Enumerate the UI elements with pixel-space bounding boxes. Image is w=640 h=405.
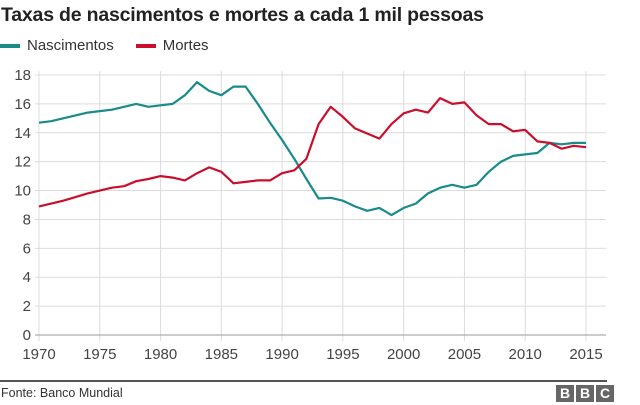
legend-item-births: Nascimentos	[0, 37, 114, 54]
bbc-logo-letter: B	[556, 385, 574, 402]
gridlines	[35, 71, 606, 341]
x-tick-label: 1995	[326, 346, 359, 363]
y-tick-label: 6	[23, 240, 31, 257]
legend-label-births: Nascimentos	[27, 37, 114, 54]
line-chart: 0 2 4 6 8 10 12 14 16 18 1970 1975 1980 1985 1990 1995 2…	[14, 67, 606, 363]
x-tick-label: 1970	[22, 346, 55, 363]
bbc-logo-letter: B	[576, 385, 594, 402]
x-tick-label: 1990	[265, 346, 298, 363]
y-tick-label: 16	[14, 96, 31, 113]
y-tick-label: 10	[14, 183, 31, 200]
legend-swatch-deaths	[135, 43, 156, 48]
y-tick-label: 18	[14, 67, 31, 84]
chart-title: Taxas de nascimentos e mortes a cada 1 m…	[1, 4, 484, 26]
y-tick-label: 0	[23, 327, 31, 344]
bbc-logo-letter: C	[596, 385, 614, 402]
axes: 0 2 4 6 8 10 12 14 16 18 1970 1975 1980 1985 1990 1995 2…	[14, 67, 606, 363]
x-tick-label: 1985	[205, 346, 238, 363]
x-tick-label: 2000	[387, 346, 420, 363]
x-tick-label: 2010	[509, 346, 542, 363]
x-tick-label: 1975	[83, 346, 116, 363]
y-tick-label: 8	[23, 211, 31, 228]
y-tick-label: 14	[14, 125, 31, 142]
y-tick-label: 4	[23, 269, 31, 286]
source-note: Fonte: Banco Mundial	[1, 386, 123, 400]
y-tick-label: 2	[23, 298, 31, 315]
legend: Nascimentos Mortes	[0, 37, 231, 54]
x-tick-label: 2015	[569, 346, 602, 363]
bbc-logo: B B C	[554, 385, 614, 402]
legend-swatch-births	[0, 43, 20, 48]
footer-divider	[0, 380, 607, 382]
x-tick-label: 2005	[448, 346, 481, 363]
series-line-nascimentos	[38, 81, 586, 217]
series-lines	[38, 81, 587, 217]
legend-item-deaths: Mortes	[135, 37, 209, 54]
x-tick-label: 1980	[144, 346, 177, 363]
legend-label-deaths: Mortes	[162, 37, 209, 54]
series-line-mortes	[38, 96, 587, 208]
y-tick-label: 12	[14, 154, 31, 171]
